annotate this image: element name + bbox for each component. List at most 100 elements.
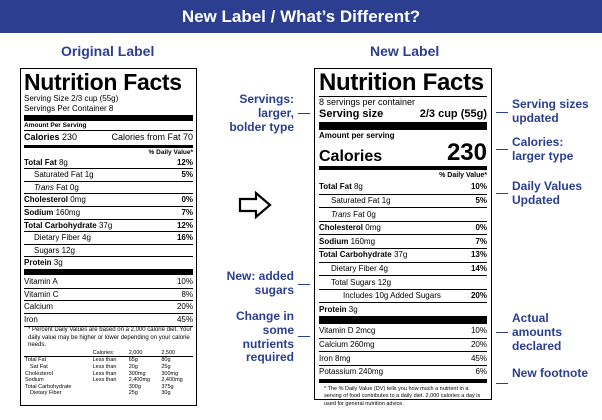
- annotation-nutrients-required: Change in some nutrients required: [235, 309, 294, 365]
- table-cell: Sodium: [25, 377, 44, 384]
- nutrient-row: Trans Fat 0g: [319, 207, 487, 221]
- nutrient-row: Includes 10g Added Sugars 20%: [319, 288, 487, 303]
- table-cell: 65g: [128, 357, 138, 364]
- table-row: Cholesterol Less than 300mg 300mg: [24, 371, 193, 378]
- nutrient-amount: 8g: [353, 182, 363, 192]
- annotation-line: [496, 112, 508, 113]
- table-cell: 20g: [128, 363, 138, 370]
- nutrient-label: Total Carbohydrate: [319, 250, 392, 260]
- right-arrow-icon: [238, 191, 272, 219]
- nutrient-list: Total Fat 8g 12% Saturated Fat 1g 5% Trans F…: [24, 157, 193, 269]
- table-cell: Less than: [92, 357, 117, 364]
- amount-per-serving: Amount per serving: [319, 130, 395, 140]
- vitamin-dv: 6%: [475, 367, 487, 377]
- annotation-line: [496, 383, 508, 384]
- table-cell: 25g: [161, 363, 171, 370]
- nutrient-label: Dietary Fiber: [331, 264, 377, 274]
- nutrient-dv: 10%: [470, 182, 487, 192]
- nutrient-amount: 4g: [82, 233, 91, 243]
- nutrient-amount: 0mg: [70, 195, 86, 205]
- table-cell: 375g: [161, 383, 174, 390]
- annotation-daily-values: Daily Values Updated: [512, 179, 583, 207]
- vitamin-row: Vitamin C 8%: [24, 287, 193, 301]
- annotation-servings: Servings: larger, bolder type: [229, 92, 294, 134]
- nutrient-dv: 12%: [176, 220, 193, 230]
- table-cell: Less than: [92, 363, 117, 370]
- table-cell: Less than: [92, 377, 117, 384]
- calories-from-fat: Calories from Fat 70: [111, 131, 193, 142]
- new-nutrition-label: Nutrition Facts 8 servings per container…: [314, 68, 492, 407]
- nutrient-amount: Fat 0g: [56, 182, 79, 192]
- annotation-serving-sizes: Serving sizes updated: [512, 97, 589, 125]
- nutrient-row: Dietary Fiber 4g 16%: [24, 231, 193, 244]
- table-row: Total Fat Less than 65g 80g: [24, 356, 193, 364]
- nutrient-amount: 160mg: [350, 236, 376, 246]
- calories-value: 230: [446, 138, 487, 166]
- footnote: * Percent Daily Values are based on a 2,…: [28, 327, 192, 349]
- nutrient-dv: 12%: [176, 157, 193, 167]
- annotation-footnote: New footnote: [512, 366, 588, 380]
- table-cell: Total Fat: [25, 357, 47, 364]
- servings-per-container: 8 servings per container: [319, 97, 416, 107]
- amount-per-serving: Amount Per Serving: [24, 122, 87, 130]
- nutrient-label: Saturated Fat: [331, 196, 380, 206]
- footnote: * The % Daily Value (DV) tells you how m…: [324, 386, 481, 407]
- vitamin-label: Vitamin D 2mcg: [319, 326, 376, 336]
- annotation-calories: Calories: larger type: [512, 135, 574, 163]
- dv-header: % Daily Value*: [148, 148, 193, 156]
- table-cell: 2,000: [128, 349, 143, 356]
- vitamin-row: Potassium 240mg 6%: [319, 364, 487, 379]
- nutrient-amount: Fat 0g: [353, 209, 376, 219]
- vitamin-dv: 20%: [470, 340, 487, 349]
- nutrient-list: Total Fat 8g 10% Saturated Fat 1g 5% Trans F…: [319, 181, 487, 316]
- table-cell: [24, 350, 92, 357]
- nutrient-row: Total Fat 8g 10%: [319, 181, 487, 194]
- nutrient-dv: 0%: [181, 195, 193, 205]
- annotation-line: [496, 193, 508, 194]
- servings-per-container: Servings Per Container 8: [24, 103, 114, 113]
- footnote-table: Calories: 2,000 2,500 Total Fat Less than 65g…: [24, 350, 193, 397]
- new-label-heading: New Label: [370, 43, 440, 59]
- table-cell: 2,400mg: [161, 377, 183, 384]
- vitamin-list: Vitamin D 2mcg 10% Calcium 260mg 20% Iron 8m…: [319, 325, 487, 378]
- table-cell: Cholesterol: [25, 370, 53, 377]
- nutrient-amount: 1g: [381, 196, 391, 206]
- serving-size: Serving Size 2/3 cup (55g): [24, 94, 119, 103]
- nutrient-label: Cholesterol: [319, 223, 364, 233]
- dv-header: % Daily Value*: [439, 171, 487, 179]
- table-cell: Dietary Fiber: [30, 390, 62, 397]
- vitamin-row: Calcium 20%: [24, 300, 193, 313]
- nutrient-label: Sugars: [34, 245, 60, 255]
- vitamin-label: Vitamin C: [24, 289, 59, 299]
- nutrient-row: Dietary Fiber 4g 14%: [319, 261, 487, 276]
- table-cell: 300mg: [128, 370, 146, 377]
- vitamin-dv: 45%: [470, 353, 487, 363]
- vitamin-dv: 10%: [470, 326, 487, 336]
- nutrient-amount: 8g: [58, 157, 68, 167]
- nutrient-row: Total Sugars 12g: [319, 275, 487, 289]
- nutrient-label: Total Fat: [24, 157, 57, 167]
- table-row: Dietary Fiber 25g 30g: [24, 390, 193, 397]
- label-title: Nutrition Facts: [24, 69, 182, 95]
- table-cell: 300mg: [161, 370, 179, 377]
- nutrient-row: Saturated Fat 1g 5%: [319, 193, 487, 208]
- nutrient-dv: 14%: [470, 264, 487, 274]
- table-row: Sat Fat Less than 20g 25g: [24, 364, 193, 371]
- nutrient-dv: 16%: [176, 233, 193, 243]
- table-cell: Less than: [92, 370, 117, 377]
- vitamin-row: Vitamin D 2mcg 10%: [319, 325, 487, 338]
- nutrient-row: Protein 3g: [319, 302, 487, 316]
- nutrient-label: Sodium: [319, 236, 349, 246]
- nutrient-dv: 5%: [181, 170, 193, 180]
- nutrient-dv: 7%: [181, 207, 193, 217]
- nutrient-dv: 5%: [475, 196, 487, 206]
- table-cell: Calories:: [92, 349, 115, 356]
- vitamin-label: Iron 8mg: [319, 353, 351, 363]
- nutrient-amount: 37g: [393, 250, 408, 260]
- nutrient-label: Total Fat: [319, 182, 352, 192]
- serving-size-row: Serving size 2/3 cup (55g): [319, 108, 487, 121]
- table-cell: 2,500: [161, 349, 176, 356]
- vitamin-dv: 8%: [181, 289, 193, 299]
- table-row: Total Carbohydrate 300g 375g: [24, 384, 193, 391]
- nutrient-label: Protein: [319, 304, 347, 314]
